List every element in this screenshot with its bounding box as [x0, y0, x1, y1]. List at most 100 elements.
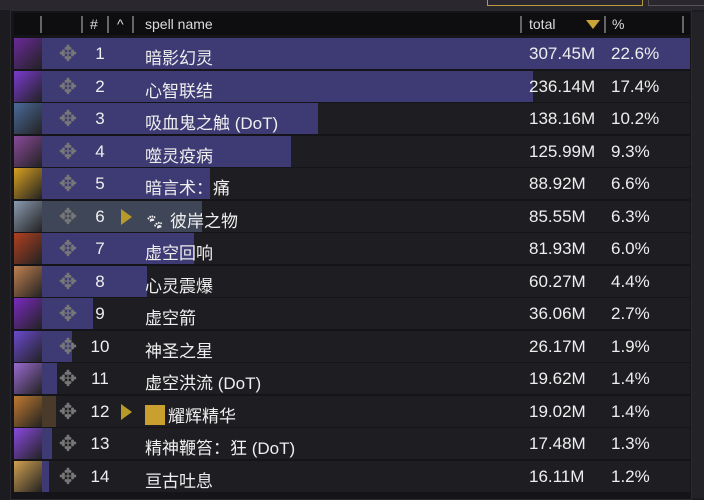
spell-name-text: 精神鞭笞：狂 (DoT): [145, 439, 296, 458]
spell-name: 心智联结: [145, 77, 213, 102]
table-row[interactable]: ✥ 10 神圣之星 26.17M 1.9%: [14, 330, 690, 362]
percent-value: 9.3%: [611, 141, 650, 161]
spell-name: 耀辉精华: [145, 402, 236, 427]
spell-name: 噬灵疫病: [145, 142, 213, 167]
expand-arrow-icon[interactable]: [121, 208, 132, 225]
spell-name: 虚空箭: [145, 304, 196, 329]
column-separator[interactable]: [604, 16, 606, 33]
total-value: 125.99M: [529, 141, 596, 161]
paw-icon: 🐾︎: [145, 213, 165, 231]
header-expand[interactable]: ^: [117, 16, 124, 32]
spell-name-text: 噬灵疫病: [145, 146, 213, 166]
column-separator[interactable]: [520, 16, 522, 33]
column-separator[interactable]: [81, 16, 83, 33]
rank: 3: [95, 109, 105, 128]
gear-icon[interactable]: ✥: [58, 236, 78, 261]
damage-bar: [14, 233, 194, 264]
header-spell-name[interactable]: spell name: [145, 16, 213, 32]
percent-value: 1.2%: [611, 466, 650, 486]
table-row[interactable]: ✥ 13 精神鞭笞：狂 (DoT) 17.48M 1.3%: [14, 428, 690, 459]
rank: 5: [95, 174, 105, 193]
column-separator[interactable]: [682, 16, 684, 33]
gear-icon[interactable]: ✥: [58, 366, 78, 391]
total-value: 60.27M: [529, 271, 586, 291]
table-row[interactable]: ✥ 3 吸血鬼之触 (DoT) 138.16M 10.2%: [14, 103, 690, 134]
top-tab-button[interactable]: [487, 0, 643, 6]
spell-icon: [14, 363, 42, 394]
spell-icon: [14, 103, 42, 134]
gear-icon[interactable]: ✥: [58, 203, 78, 229]
gear-icon[interactable]: ✥: [58, 333, 78, 359]
rank: 4: [95, 141, 105, 161]
scrollbar[interactable]: [692, 12, 704, 498]
damage-bar: [14, 70, 533, 102]
expand-arrow-icon[interactable]: [121, 403, 132, 420]
percent-value: 1.9%: [611, 336, 650, 356]
spell-name-text: 虚空箭: [145, 309, 196, 328]
total-value: 81.93M: [529, 239, 586, 258]
percent-value: 6.3%: [611, 206, 650, 226]
gear-icon[interactable]: ✥: [58, 463, 78, 489]
spell-icon: [14, 460, 42, 492]
spell-name: 吸血鬼之触 (DoT): [145, 109, 278, 134]
spell-icon: [14, 395, 42, 427]
column-separator[interactable]: [107, 16, 109, 33]
rank: 1: [95, 44, 105, 63]
spell-icon: [14, 38, 42, 69]
spell-name: 暗言术：痛: [145, 174, 230, 199]
table-row[interactable]: ✥ 12 耀辉精华 19.02M 1.4%: [14, 395, 690, 427]
column-separator[interactable]: [40, 16, 42, 33]
sort-descending-icon[interactable]: [586, 20, 600, 29]
gear-icon[interactable]: ✥: [58, 138, 78, 164]
table-row[interactable]: ✥ 7 虚空回响 81.93M 6.0%: [14, 233, 690, 264]
spell-name-text: 亘古吐息: [145, 471, 213, 491]
table-row[interactable]: ✥ 9 虚空箭 36.06M 2.7%: [14, 298, 690, 329]
spell-icon: [14, 428, 42, 459]
table-row[interactable]: ✥ 1 暗影幻灵 307.45M 22.6%: [14, 38, 690, 69]
rank: 9: [95, 304, 105, 323]
spell-icon: [14, 298, 42, 329]
total-value: 85.55M: [529, 206, 586, 226]
rank: 11: [91, 369, 109, 388]
total-value: 36.06M: [529, 304, 586, 323]
table-row[interactable]: ✥ 14 亘古吐息 16.11M 1.2%: [14, 460, 690, 492]
percent-value: 1.3%: [611, 434, 650, 453]
spell-icon: [14, 70, 42, 102]
gear-icon[interactable]: ✥: [58, 73, 78, 99]
percent-value: 6.0%: [611, 239, 650, 258]
rank: 6: [95, 206, 105, 226]
gear-icon[interactable]: ✥: [58, 41, 78, 66]
spell-icon: [14, 330, 42, 362]
table-row[interactable]: ✥ 6 🐾︎ 彼岸之物 85.55M 6.3%: [14, 200, 690, 232]
total-value: 307.45M: [529, 44, 596, 63]
percent-value: 22.6%: [611, 44, 660, 63]
spell-breakdown-panel: # ^ spell name total % ✥ 1 暗影幻灵 307.45M 2…: [10, 10, 692, 500]
gear-icon[interactable]: ✥: [58, 171, 78, 196]
top-tab-button-2[interactable]: [648, 0, 704, 6]
gear-icon[interactable]: ✥: [58, 398, 78, 424]
table-row[interactable]: ✥ 8 心灵震爆 60.27M 4.4%: [14, 265, 690, 297]
header-total[interactable]: total: [529, 16, 556, 32]
percent-value: 1.4%: [611, 369, 650, 388]
gear-icon[interactable]: ✥: [58, 268, 78, 294]
total-value: 236.14M: [529, 76, 596, 96]
table-row[interactable]: ✥ 11 虚空洪流 (DoT) 19.62M 1.4%: [14, 363, 690, 394]
damage-bar: [14, 38, 690, 69]
table-row[interactable]: ✥ 5 暗言术：痛 88.92M 6.6%: [14, 168, 690, 199]
total-value: 19.62M: [529, 369, 586, 388]
header-rank[interactable]: #: [90, 16, 98, 32]
table-row[interactable]: ✥ 2 心智联结 236.14M 17.4%: [14, 70, 690, 102]
spell-name: 虚空洪流 (DoT): [145, 369, 261, 394]
column-separator[interactable]: [132, 16, 134, 33]
spell-name-text: 虚空洪流 (DoT): [145, 374, 262, 393]
gear-icon[interactable]: ✥: [58, 431, 78, 456]
table-row[interactable]: ✥ 4 噬灵疫病 125.99M 9.3%: [14, 135, 690, 167]
rank: 8: [95, 271, 105, 291]
total-value: 16.11M: [529, 466, 585, 486]
header-percent[interactable]: %: [612, 16, 625, 32]
percent-value: 10.2%: [611, 109, 660, 128]
gear-icon[interactable]: ✥: [58, 106, 78, 131]
rank: 2: [95, 76, 105, 96]
gear-icon[interactable]: ✥: [58, 301, 78, 326]
spell-name-text: 彼岸之物: [170, 211, 239, 231]
